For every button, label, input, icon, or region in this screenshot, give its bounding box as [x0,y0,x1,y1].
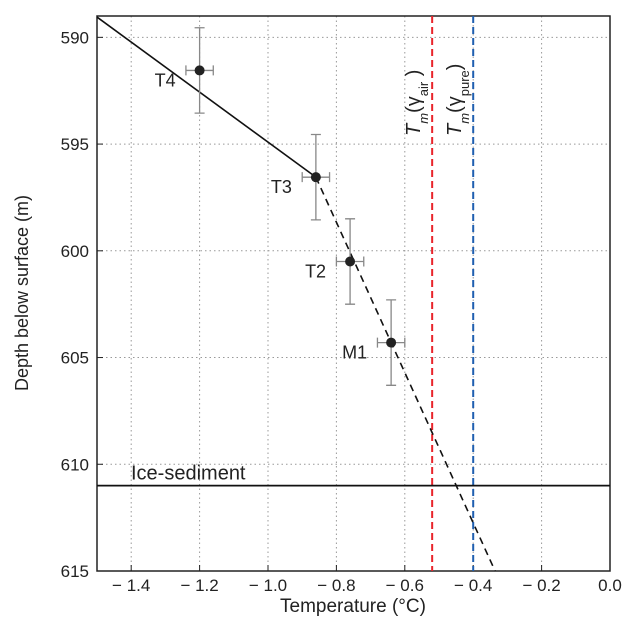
reference-label-part: (γ [403,96,425,113]
reference-label-part: m [457,113,472,124]
y-tick-label: 600 [61,242,89,261]
y-tick-label: 590 [61,28,89,47]
x-tick-label: 0.0 [598,576,622,595]
y-tick-label: 595 [61,135,89,154]
y-tick-label: 610 [61,455,89,474]
data-point [345,256,356,267]
fit-line [96,16,317,178]
y-axis-label: Depth below surface (m) [12,195,32,391]
reference-label-part: m [416,113,431,124]
reference-label-part: T [403,122,425,136]
point-label: T2 [305,261,326,281]
reference-label: Ice-sediment [131,463,246,485]
point-label: T3 [271,177,292,197]
y-tick-label: 605 [61,349,89,368]
data-point [310,172,321,183]
x-axis-label: Temperature (°C) [280,596,426,617]
reference-label-part: air [416,81,431,96]
x-tick-label: − 1.0 [249,576,287,595]
reference-label-part: pure [457,70,472,96]
x-tick-label: − 1.2 [180,576,218,595]
fit-line [315,176,496,572]
x-tick-label: − 0.4 [454,576,492,595]
reference-label-part: ) [444,64,466,71]
data-point [386,337,397,348]
x-tick-label: − 0.2 [522,576,560,595]
y-tick-label: 615 [61,562,89,581]
reference-label: Tm(γair ) [403,70,431,136]
x-tick-label: − 0.8 [317,576,355,595]
plot-frame [96,15,611,572]
point-label: M1 [342,343,367,363]
point-label: T4 [155,70,176,90]
reference-label-part: (γ [444,96,466,113]
data-point [194,65,205,76]
x-tick-label: − 1.4 [112,576,150,595]
reference-label: Tm(γpure) [444,64,472,136]
reference-label-part: T [444,122,466,136]
reference-label-part: ) [403,70,425,82]
x-tick-label: − 0.6 [386,576,424,595]
